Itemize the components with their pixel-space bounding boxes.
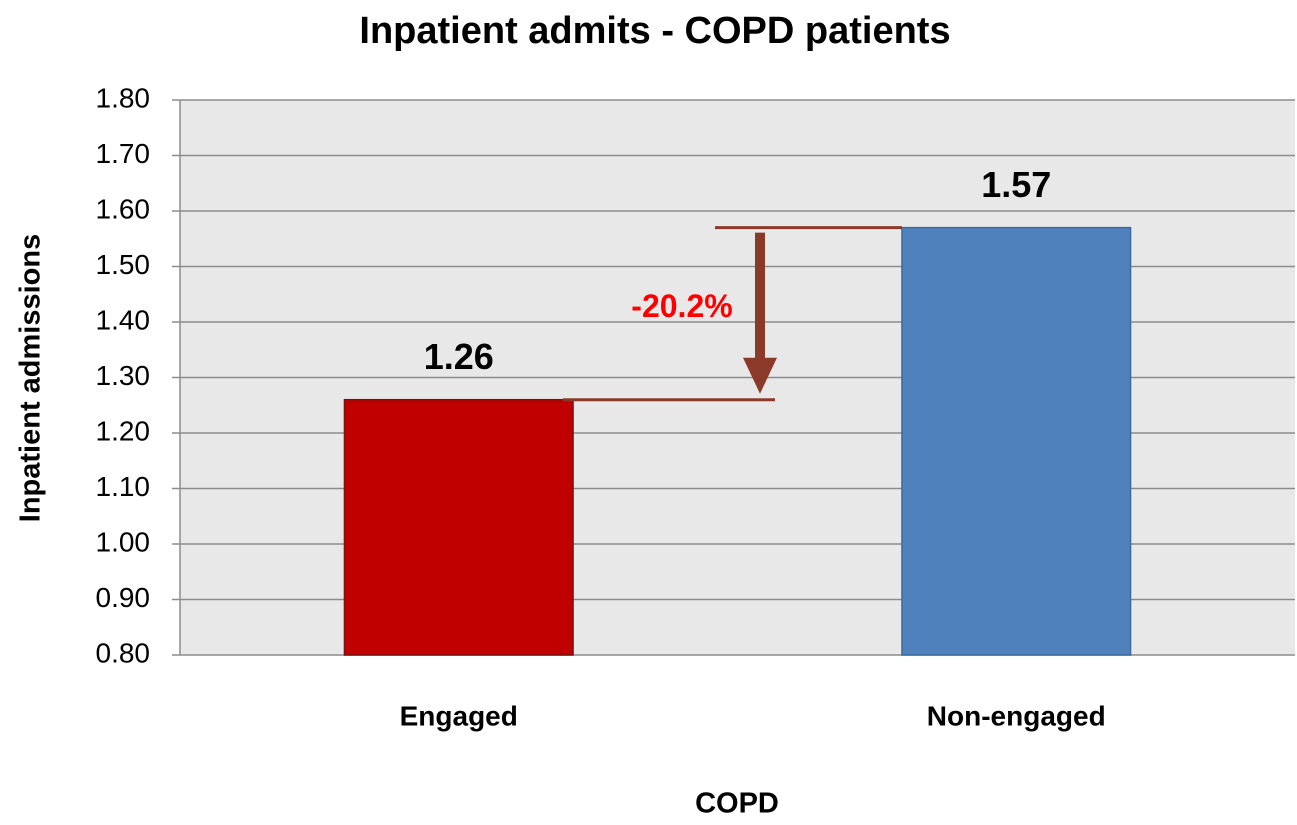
y-tick-label: 1.10 bbox=[96, 471, 151, 502]
y-tick-label: 1.60 bbox=[96, 193, 151, 224]
y-tick-label: 1.00 bbox=[96, 526, 151, 557]
arrow-head bbox=[743, 357, 777, 394]
y-tick-label: 1.30 bbox=[96, 360, 151, 391]
y-tick-label: 1.20 bbox=[96, 415, 151, 446]
y-tick-label: 0.80 bbox=[96, 637, 151, 668]
data-label: 1.57 bbox=[981, 164, 1051, 205]
chart-title: Inpatient admits - COPD patients bbox=[359, 10, 950, 52]
y-tick-label: 1.50 bbox=[96, 249, 151, 280]
y-tick-label: 1.70 bbox=[96, 138, 151, 169]
bar bbox=[343, 398, 574, 656]
x-tick-label: Engaged bbox=[400, 700, 518, 731]
y-tick-label: 1.80 bbox=[96, 82, 151, 113]
bar bbox=[901, 226, 1132, 656]
x-tick-label: Non-engaged bbox=[927, 700, 1106, 731]
annotation: -20.2% bbox=[631, 288, 732, 324]
x-axis-title: COPD bbox=[695, 788, 779, 820]
y-axis-title: Inpatient admissions bbox=[15, 234, 47, 522]
y-tick-label: 1.40 bbox=[96, 304, 151, 335]
y-tick-label: 0.90 bbox=[96, 582, 151, 613]
data-label: 1.26 bbox=[424, 336, 494, 377]
